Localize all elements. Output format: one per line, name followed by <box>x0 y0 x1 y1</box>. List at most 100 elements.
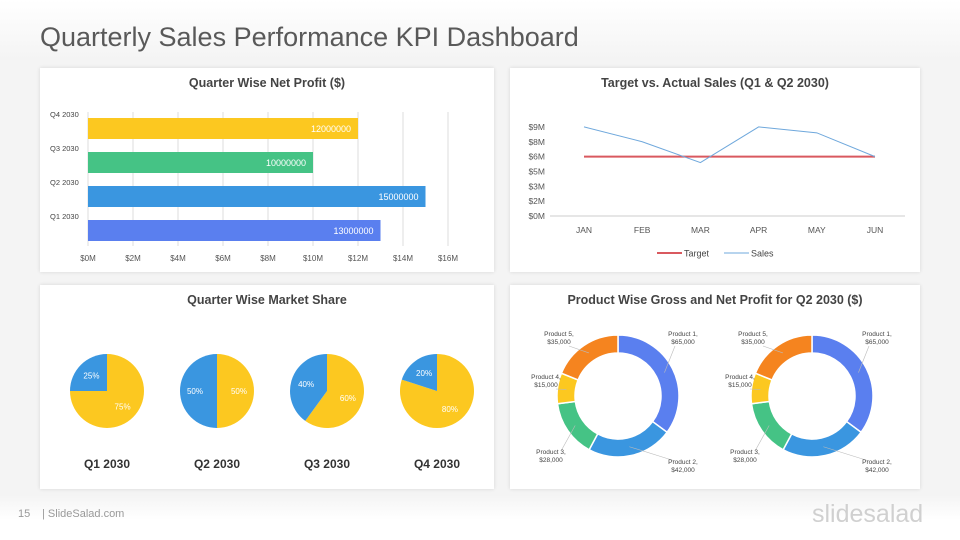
donut-value-label: $35,000 <box>741 339 765 346</box>
slice-label: 40% <box>298 380 314 389</box>
chart-title: Quarter Wise Market Share <box>187 293 347 307</box>
product-profit-card: Product Wise Gross and Net Profit for Q2… <box>510 285 920 489</box>
donut-category-label: Product 1, <box>668 331 698 338</box>
donut-category-label: Product 4, <box>531 374 561 381</box>
slice-label: 75% <box>115 403 131 412</box>
series-line-sales <box>583 126 876 164</box>
donut-value-label: $65,000 <box>865 339 889 346</box>
slice-label: 80% <box>442 405 458 414</box>
donut-value-label: $15,000 <box>534 382 558 389</box>
leader-line <box>629 446 676 462</box>
donut-slice <box>782 420 863 458</box>
x-tick-label: JAN <box>576 225 592 235</box>
donut-value-label: $42,000 <box>671 467 695 474</box>
donut-value-label: $42,000 <box>865 467 889 474</box>
x-tick-label: $12M <box>348 254 368 263</box>
y-tick-label: $0M <box>528 211 545 221</box>
pie-label: Q3 2030 <box>304 457 350 471</box>
x-tick-label: $14M <box>393 254 413 263</box>
y-tick-label: $9M <box>528 122 545 132</box>
y-tick-label: $5M <box>528 166 545 176</box>
x-tick-label: $6M <box>215 254 231 263</box>
x-tick-label: MAR <box>691 225 710 235</box>
x-tick-label: $2M <box>125 254 141 263</box>
slice-label: 50% <box>231 387 247 396</box>
donut-value-label: $35,000 <box>547 339 571 346</box>
leader-line <box>560 425 576 452</box>
donut-slice <box>811 334 874 434</box>
leader-line <box>664 345 676 373</box>
footer-site: | SlideSalad.com <box>42 508 125 520</box>
pie-slice <box>70 354 107 391</box>
x-tick-label: $0M <box>80 254 96 263</box>
data-label: 10000000 <box>266 158 306 168</box>
slidesalad-logo: slidesalad <box>812 500 924 528</box>
donut-category-label: Product 1, <box>862 331 892 338</box>
pie-slice <box>305 354 364 428</box>
donut-slice <box>556 400 599 451</box>
y-tick-label: $8M <box>528 137 545 147</box>
legend-label: Target <box>684 249 710 259</box>
page-number: 15 <box>18 508 31 520</box>
donut-value-label: $28,000 <box>539 457 563 464</box>
chart-title: Quarter Wise Net Profit ($) <box>188 76 346 90</box>
bar <box>88 118 358 139</box>
slice-label: 60% <box>340 394 356 403</box>
legend-label: Sales <box>751 249 774 259</box>
donut-value-label: $15,000 <box>728 382 752 389</box>
slice-label: 25% <box>83 371 99 380</box>
leader-line <box>754 425 770 452</box>
donut-category-label: Product 4, <box>725 374 755 381</box>
x-tick-label: JUN <box>867 225 884 235</box>
bar <box>88 186 426 207</box>
pie-slice <box>400 354 475 428</box>
pie-label: Q4 2030 <box>414 457 460 471</box>
pie-slice <box>180 354 217 428</box>
category-label: Q2 2030 <box>50 178 79 187</box>
pie-slice <box>217 354 254 428</box>
donut-slice <box>588 420 669 458</box>
x-tick-label: MAY <box>808 225 826 235</box>
data-label: 15000000 <box>378 192 418 202</box>
slice-label: 50% <box>187 387 203 396</box>
x-tick-label: $8M <box>260 254 276 263</box>
x-tick-label: $10M <box>303 254 323 263</box>
pie-slice <box>401 354 437 391</box>
pie-label: Q2 2030 <box>194 457 240 471</box>
donut-category-label: Product 5, <box>544 331 574 338</box>
x-tick-label: $4M <box>170 254 186 263</box>
donut-slice <box>560 334 619 381</box>
donut-category-label: Product 2, <box>862 459 892 466</box>
leader-line <box>858 345 870 373</box>
y-tick-label: $3M <box>528 181 545 191</box>
x-tick-label: $16M <box>438 254 458 263</box>
bar <box>88 152 313 173</box>
category-label: Q1 2030 <box>50 212 79 221</box>
donut-value-label: $65,000 <box>671 339 695 346</box>
pie-slice <box>290 354 327 421</box>
leader-line <box>762 345 783 354</box>
donut-slice <box>754 334 813 381</box>
y-tick-label: $6M <box>528 152 545 162</box>
donut-slice <box>750 400 793 451</box>
donut-category-label: Product 2, <box>668 459 698 466</box>
category-label: Q4 2030 <box>50 110 79 119</box>
data-label: 13000000 <box>333 226 373 236</box>
bar <box>88 220 381 241</box>
x-tick-label: APR <box>750 225 767 235</box>
chart-title: Target vs. Actual Sales (Q1 & Q2 2030) <box>601 76 829 90</box>
pie-label: Q1 2030 <box>84 457 130 471</box>
slice-label: 20% <box>416 369 432 378</box>
donut-category-label: Product 3, <box>536 449 566 456</box>
target-vs-sales-card: Target vs. Actual Sales (Q1 & Q2 2030) <box>510 68 920 272</box>
y-tick-label: $2M <box>528 196 545 206</box>
data-label: 12000000 <box>311 124 351 134</box>
donut-slice <box>617 334 680 434</box>
category-label: Q3 2030 <box>50 144 79 153</box>
donut-value-label: $28,000 <box>733 457 757 464</box>
leader-line <box>568 345 589 354</box>
donut-category-label: Product 5, <box>738 331 768 338</box>
page-title: Quarterly Sales Performance KPI Dashboar… <box>40 22 579 52</box>
chart-title: Product Wise Gross and Net Profit for Q2… <box>567 293 863 307</box>
